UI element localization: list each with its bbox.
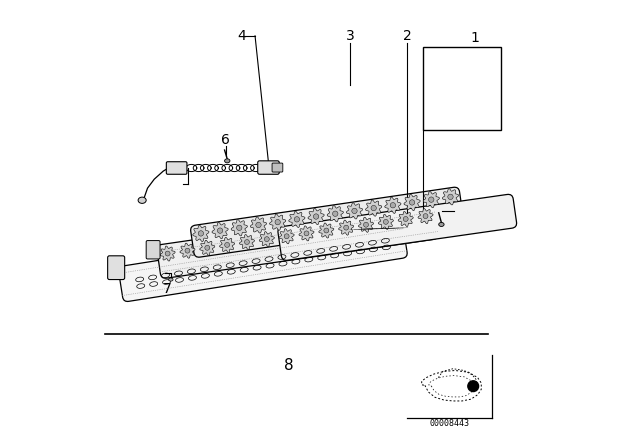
- Polygon shape: [319, 223, 334, 238]
- Circle shape: [185, 248, 190, 253]
- Polygon shape: [269, 214, 286, 230]
- Text: 3: 3: [346, 29, 355, 43]
- Circle shape: [256, 222, 261, 228]
- Circle shape: [218, 228, 223, 233]
- Text: 8: 8: [284, 358, 294, 373]
- Circle shape: [448, 194, 453, 199]
- FancyBboxPatch shape: [258, 161, 279, 174]
- Circle shape: [410, 200, 415, 205]
- Polygon shape: [279, 229, 294, 244]
- Polygon shape: [404, 194, 420, 211]
- Text: 00008443: 00008443: [430, 419, 470, 428]
- Polygon shape: [250, 217, 267, 233]
- Circle shape: [423, 214, 428, 219]
- Ellipse shape: [168, 278, 173, 281]
- Polygon shape: [239, 234, 255, 250]
- Text: 1: 1: [470, 31, 479, 45]
- Circle shape: [352, 208, 357, 214]
- Circle shape: [468, 381, 479, 392]
- Polygon shape: [193, 225, 209, 241]
- Polygon shape: [418, 209, 433, 224]
- Circle shape: [284, 234, 289, 239]
- Text: 6: 6: [221, 133, 230, 147]
- FancyBboxPatch shape: [146, 241, 160, 259]
- Polygon shape: [327, 206, 344, 222]
- Circle shape: [275, 220, 280, 225]
- Circle shape: [429, 197, 434, 202]
- FancyBboxPatch shape: [118, 223, 407, 302]
- Polygon shape: [385, 197, 401, 213]
- Text: 2: 2: [403, 29, 412, 43]
- Polygon shape: [442, 189, 459, 205]
- Polygon shape: [378, 214, 394, 229]
- Polygon shape: [365, 200, 382, 216]
- Polygon shape: [200, 240, 215, 255]
- Ellipse shape: [225, 159, 230, 163]
- Polygon shape: [220, 237, 235, 253]
- FancyBboxPatch shape: [278, 194, 516, 260]
- Circle shape: [294, 217, 300, 222]
- Circle shape: [364, 222, 369, 227]
- Bar: [423, 47, 502, 130]
- Circle shape: [198, 231, 204, 236]
- Polygon shape: [289, 211, 305, 228]
- Circle shape: [264, 237, 269, 241]
- Polygon shape: [358, 217, 374, 233]
- Ellipse shape: [138, 197, 146, 203]
- FancyBboxPatch shape: [166, 162, 187, 174]
- Circle shape: [403, 216, 408, 221]
- Circle shape: [237, 225, 242, 230]
- Circle shape: [333, 211, 338, 216]
- Text: 4: 4: [237, 29, 246, 43]
- Polygon shape: [346, 203, 363, 219]
- Circle shape: [225, 242, 230, 247]
- Polygon shape: [398, 211, 413, 227]
- Polygon shape: [231, 220, 248, 236]
- Polygon shape: [180, 243, 195, 258]
- FancyBboxPatch shape: [191, 187, 463, 257]
- FancyBboxPatch shape: [108, 256, 125, 280]
- FancyBboxPatch shape: [272, 163, 283, 172]
- Circle shape: [205, 246, 210, 250]
- Circle shape: [344, 225, 349, 230]
- Circle shape: [314, 214, 319, 219]
- Polygon shape: [160, 246, 175, 261]
- Circle shape: [390, 202, 396, 208]
- Circle shape: [244, 240, 250, 245]
- Polygon shape: [339, 220, 354, 235]
- Circle shape: [304, 231, 309, 236]
- Circle shape: [383, 220, 388, 224]
- Polygon shape: [259, 232, 275, 247]
- Polygon shape: [423, 192, 440, 208]
- Polygon shape: [308, 208, 324, 225]
- FancyBboxPatch shape: [157, 206, 438, 278]
- Circle shape: [165, 251, 170, 256]
- Text: 5: 5: [458, 204, 467, 219]
- Circle shape: [371, 205, 376, 211]
- Polygon shape: [212, 223, 228, 239]
- Circle shape: [324, 228, 329, 233]
- Polygon shape: [299, 226, 314, 241]
- Text: 7: 7: [163, 282, 172, 296]
- Ellipse shape: [439, 223, 444, 226]
